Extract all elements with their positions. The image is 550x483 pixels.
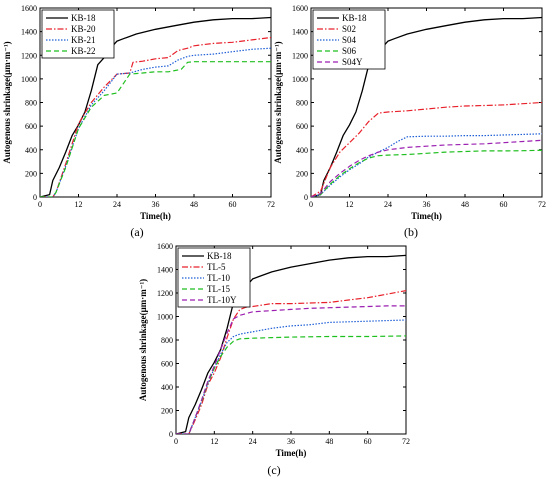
x-tick-label: 24 [113, 200, 121, 209]
series-line-kb-22 [40, 61, 271, 197]
y-tick-label: 1600 [21, 4, 37, 13]
series-line-tl-10y [176, 305, 406, 434]
y-tick-label: 600 [296, 122, 308, 131]
y-tick-label: 1200 [292, 51, 308, 60]
x-tick-label: 72 [267, 200, 275, 209]
panel-label: (c) [267, 463, 280, 477]
legend-label: S04 [342, 35, 357, 45]
y-tick-label: 1200 [157, 289, 173, 298]
y-tick-label: 1600 [157, 242, 173, 251]
x-tick-label: 12 [210, 437, 218, 446]
legend-label: TL-10Y [207, 295, 237, 305]
chart-panel-2: 0 12 24 36 48 60 72 0 200 400 600 800 1000 1200 1400 16… [273, 4, 546, 239]
chart-panel-3: 0 12 24 36 48 60 72 0 200 400 600 800 1000 1200 1400 16… [138, 242, 410, 477]
y-tick-label: 200 [296, 169, 308, 178]
x-tick-label: 0 [38, 200, 42, 209]
y-tick-label: 1200 [21, 51, 37, 60]
x-tick-label: 12 [346, 200, 354, 209]
series-line-kb-21 [40, 47, 271, 197]
x-tick-label: 0 [174, 437, 178, 446]
legend-label: KB-20 [71, 24, 96, 34]
y-tick-label: 0 [33, 193, 37, 202]
y-tick-label: 600 [161, 360, 173, 369]
x-tick-label: 36 [423, 200, 431, 209]
y-tick-label: 400 [25, 146, 37, 155]
y-tick-label: 800 [25, 99, 37, 108]
y-tick-label: 600 [25, 122, 37, 131]
series-line-tl-15 [176, 335, 406, 434]
series-line-s04 [311, 133, 542, 197]
x-tick-label: 72 [402, 437, 410, 446]
x-tick-label: 48 [325, 437, 333, 446]
x-tick-label: 60 [364, 437, 372, 446]
y-tick-label: 800 [161, 336, 173, 345]
y-axis-title: Autogenous shrinkage(μm·m⁻¹) [138, 279, 148, 401]
panel-label: (b) [404, 225, 418, 239]
y-tick-label: 0 [169, 430, 173, 439]
legend-label: KB-18 [342, 13, 367, 23]
x-tick-label: 36 [152, 200, 160, 209]
legend-label: KB-21 [71, 35, 96, 45]
y-tick-label: 400 [296, 146, 308, 155]
panel-label: (a) [130, 225, 143, 239]
legend-label: KB-22 [71, 46, 96, 56]
x-tick-label: 12 [75, 200, 83, 209]
series-line-tl-5 [176, 290, 406, 434]
legend-label: TL-5 [207, 262, 226, 272]
x-tick-label: 24 [384, 200, 392, 209]
x-tick-label: 60 [500, 200, 508, 209]
x-tick-label: 24 [249, 437, 257, 446]
legend-box [312, 9, 386, 70]
x-tick-label: 0 [309, 200, 313, 209]
x-tick-label: 60 [229, 200, 237, 209]
y-tick-label: 400 [161, 383, 173, 392]
series-line-kb-20 [40, 36, 271, 197]
chart-panel-1: 0 12 24 36 48 60 72 0 200 400 600 800 1000 1200 1400 16… [2, 4, 275, 239]
x-axis-title: Time(h) [411, 211, 442, 221]
y-tick-label: 1000 [21, 75, 37, 84]
y-tick-label: 0 [304, 193, 308, 202]
y-tick-label: 1600 [292, 4, 308, 13]
y-tick-label: 200 [25, 169, 37, 178]
legend-label: KB-18 [71, 13, 96, 23]
x-tick-label: 36 [287, 437, 295, 446]
y-tick-label: 800 [296, 99, 308, 108]
series-line-s04y [311, 139, 542, 197]
x-axis-title: Time(h) [276, 448, 307, 458]
x-axis-title: Time(h) [140, 211, 171, 221]
y-axis-title: Autogenous shrinkage(μm·m⁻¹) [273, 41, 283, 163]
y-tick-label: 200 [161, 407, 173, 416]
legend-box [177, 247, 251, 308]
y-tick-label: 1400 [292, 28, 308, 37]
y-tick-label: 1400 [157, 266, 173, 275]
x-tick-label: 72 [538, 200, 546, 209]
y-tick-label: 1400 [21, 28, 37, 37]
legend-label: KB-18 [207, 251, 232, 261]
legend-label: S04Y [342, 57, 363, 67]
series-line-s06 [311, 149, 542, 197]
series-line-s02 [311, 101, 542, 197]
y-axis-title: Autogenous shrinkage(μm·m⁻¹) [2, 41, 12, 163]
x-tick-label: 48 [461, 200, 469, 209]
legend-label: S06 [342, 46, 357, 56]
y-tick-label: 1000 [157, 313, 173, 322]
legend-label: TL-15 [207, 284, 230, 294]
legend-label: S02 [342, 24, 356, 34]
legend-label: TL-10 [207, 273, 230, 283]
x-tick-label: 48 [190, 200, 198, 209]
y-tick-label: 1000 [292, 75, 308, 84]
